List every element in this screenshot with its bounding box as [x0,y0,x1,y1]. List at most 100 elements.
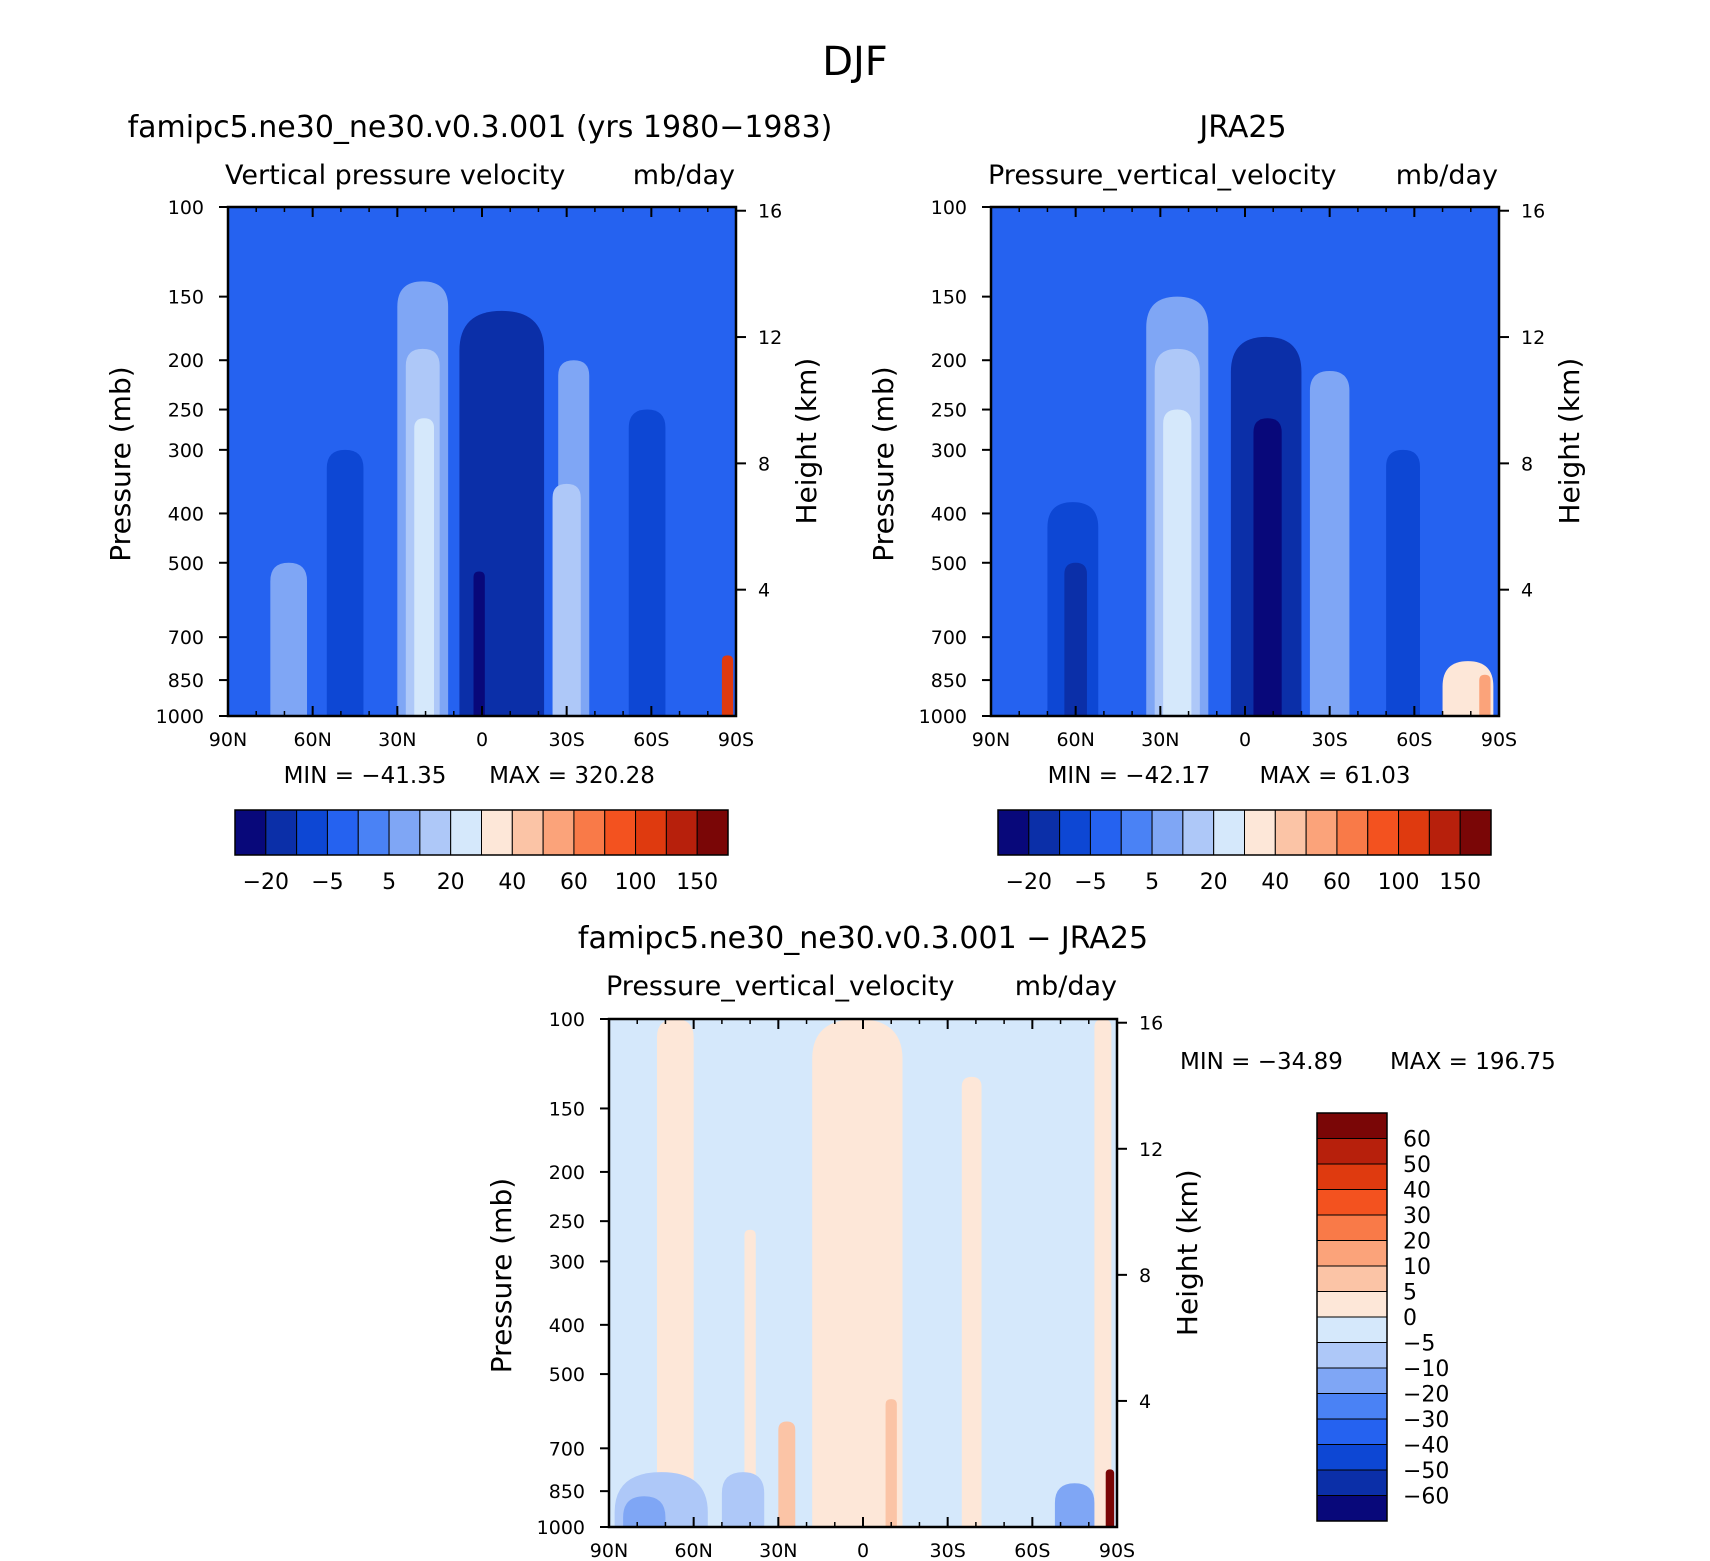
y-tick-label: 500 [168,553,204,575]
colorbar-box [1316,1291,1388,1318]
x-tick-label: 90S [718,729,754,751]
y2-tick-label: 4 [1139,1391,1151,1413]
y-tick-label: 300 [931,440,967,462]
min-label: MIN = −41.35 [284,763,447,789]
colorbar-box [1367,809,1400,856]
panel-title: famipc5.ne30_ne30.v0.3.001 (yrs 1980−198… [128,110,833,145]
max-label: MAX = 196.75 [1390,1049,1556,1075]
x-tick-label: 60S [633,729,669,751]
panel-model: famipc5.ne30_ne30.v0.3.001 (yrs 1980−198… [104,110,832,895]
x-tick-label: 60N [674,1540,712,1561]
contour-region [721,655,734,716]
colorbar-box [419,809,452,856]
x-tick-label: 30N [378,729,416,751]
colorbar-label: 20 [437,870,465,895]
contour-region [778,1421,796,1527]
y-tick-label: 200 [549,1162,585,1184]
panel-title: famipc5.ne30_ne30.v0.3.001 − JRA25 [578,921,1148,956]
colorbar-label: −60 [1403,1485,1449,1510]
colorbar-label: −50 [1403,1459,1449,1484]
panel-subtitle-right: mb/day [1396,160,1498,191]
max-label: MAX = 320.28 [489,763,655,789]
panel-title: JRA25 [1197,110,1286,145]
x-tick-label: 90S [1099,1540,1135,1561]
y-tick-label: 850 [931,670,967,692]
colorbar-box [1316,1469,1388,1496]
x-tick-label: 30S [1312,729,1348,751]
colorbar: −20 −5 5 20 40 60 100 150 [997,809,1492,895]
colorbar-label: 20 [1403,1230,1431,1255]
colorbar-box [1316,1138,1388,1165]
y-axis-label: Pressure (mb) [104,366,137,561]
colorbar-box [1316,1393,1388,1420]
colorbar-box [1316,1367,1388,1394]
max-label: MAX = 61.03 [1259,763,1410,789]
y2-tick-label: 12 [758,327,782,349]
x-tick-label: 90N [972,729,1010,751]
colorbar-box [1151,809,1184,856]
colorbar-label: −30 [1403,1408,1449,1433]
contour-region [721,1472,765,1527]
y-tick-label: 850 [549,1481,585,1503]
x-tick-label: 30N [1141,729,1179,751]
colorbar-box [1316,1240,1388,1267]
colorbar-label: −20 [243,870,289,895]
contour-region [270,562,308,716]
contour-region [1054,1483,1095,1527]
colorbar-label: 10 [1403,1255,1431,1280]
min-label: MIN = −34.89 [1180,1049,1343,1075]
colorbar-box [1059,809,1091,856]
colorbar-box [665,809,698,856]
x-tick-label: 90N [209,729,247,751]
y2-tick-label: 8 [758,453,770,475]
y-tick-label: 1000 [537,1517,585,1539]
contour-region [1094,1019,1112,1527]
colorbar-label: 60 [1323,870,1351,895]
colorbar-box [1316,1265,1388,1292]
colorbar-box [635,809,667,856]
colorbar-label: 40 [1261,870,1289,895]
y-tick-label: 150 [549,1098,585,1120]
y-tick-label: 100 [549,1009,585,1031]
colorbar-label: 5 [1145,870,1159,895]
colorbar-box [326,809,359,856]
contour-region [1105,1469,1115,1527]
colorbar-label: 100 [615,870,657,895]
colorbar-frame [1316,1112,1388,1522]
y-tick-label: 400 [931,503,967,525]
y2-tick-label: 16 [1139,1013,1163,1035]
x-tick-label: 60S [1014,1540,1050,1561]
x-tick-label: 30N [759,1540,797,1561]
colorbar-box [450,809,482,856]
colorbar-label: −20 [1403,1383,1449,1408]
colorbar-box [1316,1316,1388,1343]
panel-subtitle-right: mb/day [633,160,735,191]
panel-reanalysis: JRA25 Pressure_vertical_velocity mb/day … [867,110,1586,895]
figure-title: DJF [822,39,888,85]
contour-region [1163,409,1192,716]
colorbar-box [1120,809,1153,856]
y2-axis-label: Height (km) [1171,1169,1204,1336]
colorbar-box [1213,809,1245,856]
y2-tick-label: 16 [1521,201,1545,223]
contour-region [326,449,364,716]
contour-region [459,310,545,716]
colorbar-label: −5 [1403,1332,1435,1357]
y-tick-label: 150 [168,287,204,309]
colorbar-frame [997,809,1492,856]
colorbar-label: −5 [311,870,343,895]
y-tick-label: 500 [549,1364,585,1386]
y-tick-label: 100 [931,197,967,219]
colorbar-box [1182,809,1215,856]
x-tick-label: 60S [1396,729,1432,751]
contour-region [473,571,485,716]
colorbar: −20 −5 5 20 40 60 100 150 [234,809,729,895]
colorbar-box [1316,1214,1388,1241]
y-tick-label: 400 [549,1315,585,1337]
x-tick-label: 0 [1239,729,1251,751]
y-tick-label: 300 [168,440,204,462]
contour-region [1064,562,1087,716]
contour-region [812,1019,903,1527]
y-tick-label: 700 [168,627,204,649]
y-tick-label: 400 [168,503,204,525]
